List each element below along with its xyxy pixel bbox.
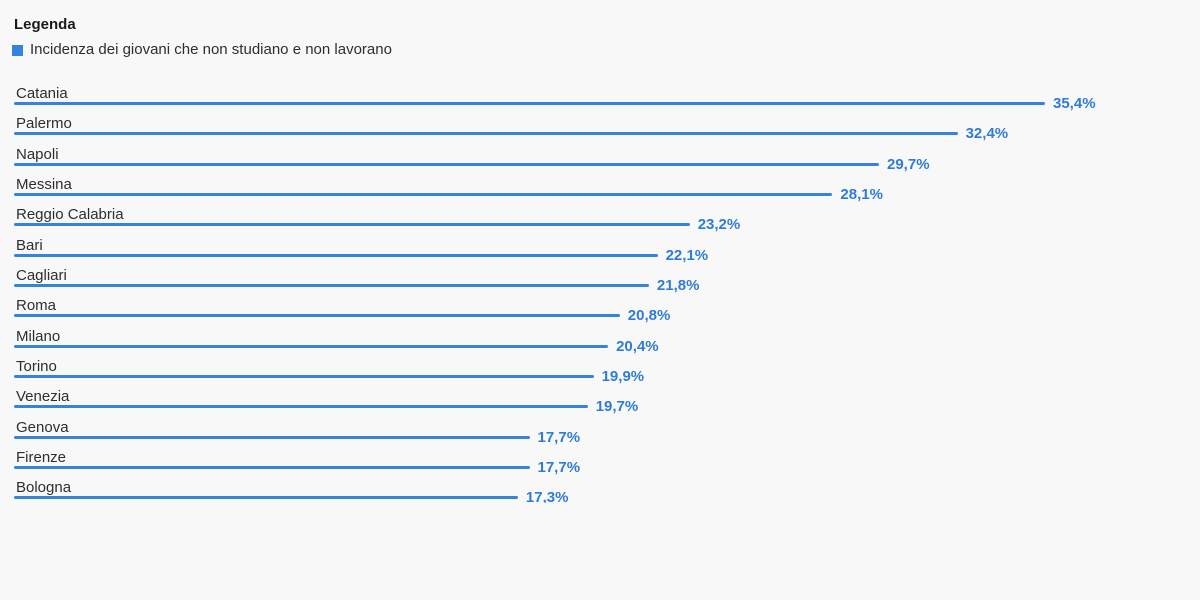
bar xyxy=(14,132,958,136)
bar-row: Roma 20,8% xyxy=(14,297,1194,327)
legend-item: Incidenza dei giovani che non studiano e… xyxy=(12,41,1200,59)
bar-row: Venezia 19,7% xyxy=(14,388,1194,418)
bar-row: Catania 35,4% xyxy=(14,85,1194,115)
category-label: Torino xyxy=(16,357,57,375)
bar xyxy=(14,314,620,318)
category-label: Milano xyxy=(16,327,61,345)
chart-figure: Legenda Incidenza dei giovani che non st… xyxy=(0,16,1200,600)
bar-row: Cagliari 21,8% xyxy=(14,267,1194,297)
category-label: Firenze xyxy=(16,448,67,466)
bar xyxy=(14,374,594,378)
bar-row: Torino 19,9% xyxy=(14,358,1194,388)
bar-row: Messina 28,1% xyxy=(14,176,1194,206)
bar-chart: Catania 35,4% Palermo 32,4% Napoli 29,7%… xyxy=(14,85,1194,503)
value-label: 19,9% xyxy=(601,367,645,385)
value-label: 19,7% xyxy=(595,398,639,416)
category-label: Roma xyxy=(16,297,57,315)
legend-title: Legenda xyxy=(14,16,76,33)
value-label: 35,4% xyxy=(1053,95,1096,112)
bar xyxy=(14,192,833,196)
category-label: Genova xyxy=(16,418,69,436)
category-label: Bologna xyxy=(16,479,72,497)
value-label: 29,7% xyxy=(887,155,930,173)
bar xyxy=(14,162,879,166)
bar-row: Reggio Calabria 23,2% xyxy=(14,206,1194,236)
bar xyxy=(14,283,649,287)
bar-row: Bologna 17,3% xyxy=(14,479,1194,503)
value-label: 22,1% xyxy=(665,246,709,264)
value-label: 20,8% xyxy=(627,307,671,325)
bar xyxy=(14,253,658,257)
bar xyxy=(14,405,588,409)
value-label: 32,4% xyxy=(965,125,1009,143)
category-label: Palermo xyxy=(16,115,72,133)
value-label: 17,7% xyxy=(537,428,581,446)
bar-row: Genova 17,7% xyxy=(14,419,1194,449)
bar-row: Palermo 32,4% xyxy=(14,115,1194,145)
category-label: Napoli xyxy=(16,145,59,163)
category-label: Catania xyxy=(16,85,68,102)
bar-row: Milano 20,4% xyxy=(14,328,1194,358)
bar xyxy=(14,223,690,227)
category-label: Bari xyxy=(16,236,43,254)
bar-row: Napoli 29,7% xyxy=(14,146,1194,176)
bar-row: Bari 22,1% xyxy=(14,237,1194,267)
bar xyxy=(14,435,530,439)
legend-series-label: Incidenza dei giovani che non studiano e… xyxy=(30,41,392,58)
value-label: 20,4% xyxy=(616,337,659,355)
category-label: Messina xyxy=(16,175,72,193)
bar xyxy=(14,496,518,500)
bar xyxy=(14,102,1045,105)
value-label: 17,7% xyxy=(537,458,581,476)
value-label: 21,8% xyxy=(656,276,700,294)
category-label: Cagliari xyxy=(16,266,67,284)
legend-swatch-icon xyxy=(12,44,23,56)
bar xyxy=(14,344,609,348)
category-label: Reggio Calabria xyxy=(16,206,124,224)
value-label: 23,2% xyxy=(697,216,741,234)
value-label: 28,1% xyxy=(840,185,883,203)
category-label: Venezia xyxy=(16,388,70,406)
value-label: 17,3% xyxy=(525,489,569,503)
bar-row: Firenze 17,7% xyxy=(14,449,1194,479)
bar xyxy=(14,465,530,469)
